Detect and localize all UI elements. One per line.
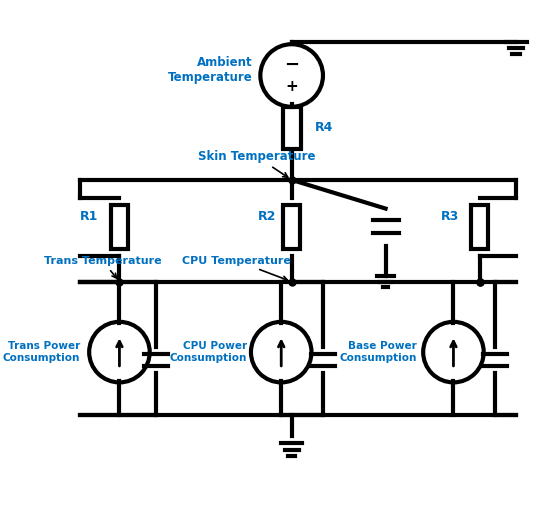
Bar <box>283 107 301 148</box>
Text: R1: R1 <box>80 210 98 223</box>
Bar <box>283 205 300 249</box>
Text: Ambient
Temperature: Ambient Temperature <box>168 56 252 84</box>
Text: Skin Temperature: Skin Temperature <box>197 150 315 177</box>
Text: CPU Temperature: CPU Temperature <box>182 256 291 280</box>
Bar <box>471 205 488 249</box>
Text: Trans Power
Consumption: Trans Power Consumption <box>3 342 80 363</box>
Text: −: − <box>284 55 299 73</box>
Text: R3: R3 <box>441 210 459 223</box>
Text: +: + <box>285 79 298 94</box>
Bar <box>111 205 128 249</box>
Text: R4: R4 <box>315 121 333 134</box>
Text: Base Power
Consumption: Base Power Consumption <box>339 342 417 363</box>
Text: CPU Power
Consumption: CPU Power Consumption <box>170 342 248 363</box>
Text: Trans Temperature: Trans Temperature <box>44 256 161 278</box>
Text: R2: R2 <box>257 210 276 223</box>
